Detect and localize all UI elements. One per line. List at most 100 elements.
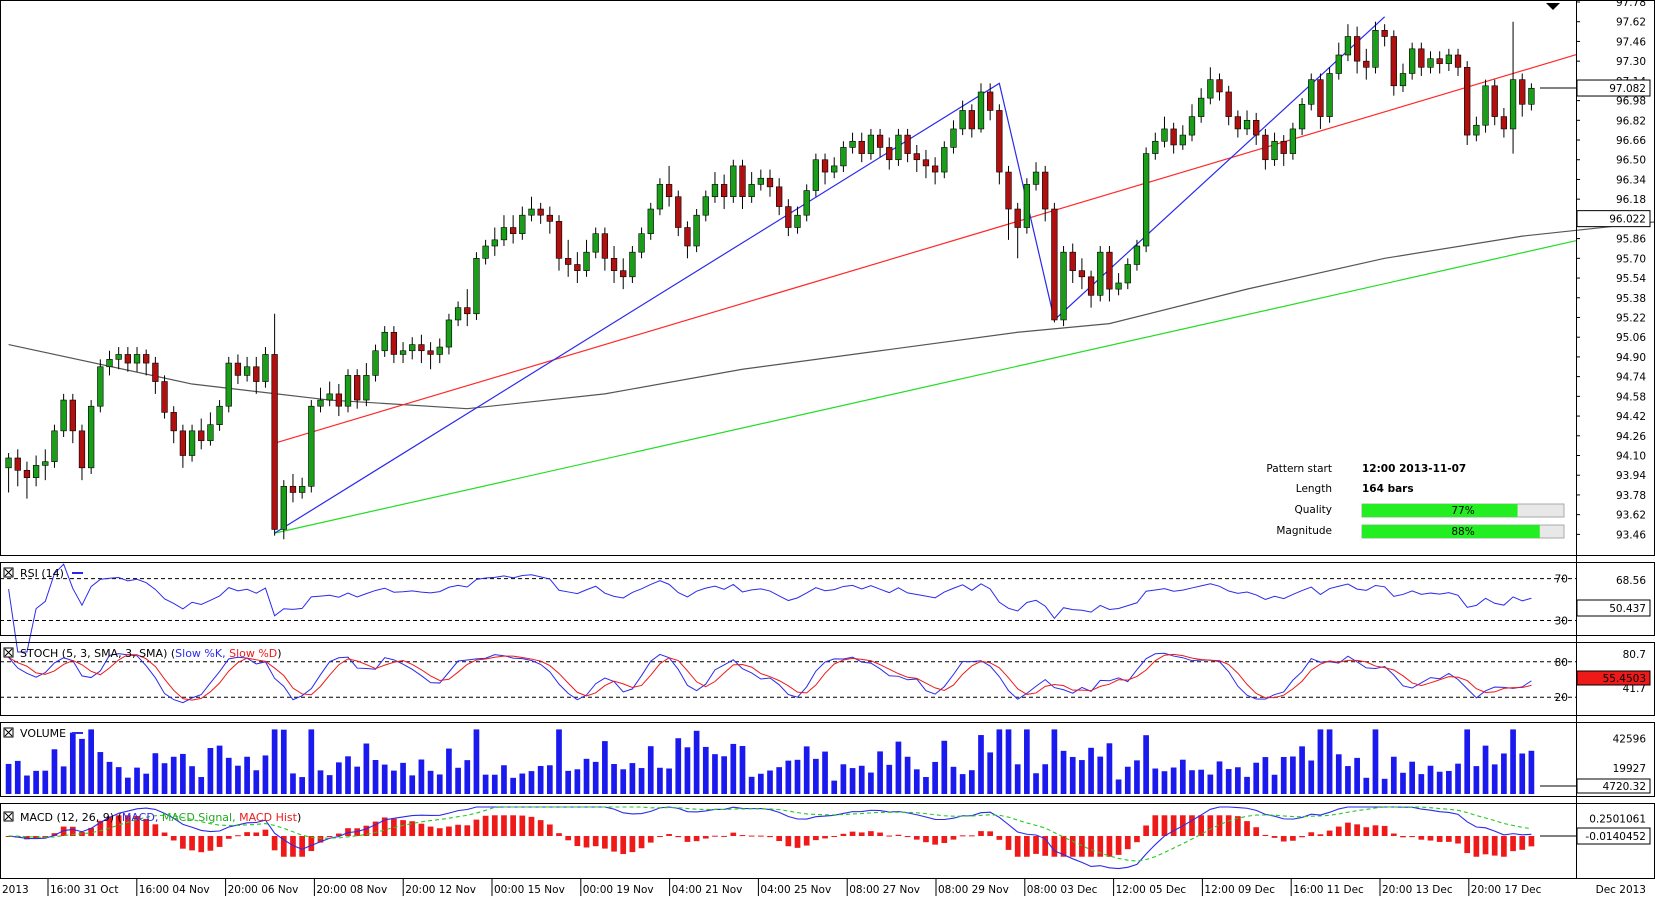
- macd-hist-bar: [1161, 815, 1168, 837]
- time-axis-label: 12:00 09 Dec: [1204, 884, 1275, 896]
- volume-bar: [1115, 779, 1122, 794]
- macd-hist-bar: [1372, 825, 1379, 837]
- macd-hist-bar: [33, 836, 39, 839]
- candle-body: [253, 366, 260, 382]
- volume-bar: [1189, 770, 1195, 794]
- stochastic-panel[interactable]: 80 20: [0, 652, 1576, 704]
- candle-body: [225, 362, 232, 407]
- macd-hist-bar: [702, 836, 709, 839]
- volume-bar: [849, 768, 856, 794]
- volume-bar: [794, 759, 801, 794]
- macd-hist-bar: [97, 820, 104, 837]
- candle-body: [1464, 67, 1471, 136]
- candle-body: [794, 214, 801, 228]
- candle-body: [757, 177, 764, 185]
- candle-body: [1216, 79, 1223, 93]
- candle-body: [601, 233, 609, 259]
- macd-hist-bar: [739, 835, 746, 837]
- time-axis-label: 16:00 31 Oct: [50, 884, 118, 896]
- macd-hist-bar: [684, 836, 691, 842]
- macd-hist-bar: [88, 827, 94, 837]
- macd-hist-bar: [290, 836, 296, 857]
- volume-bar: [519, 773, 526, 794]
- scroll-down-arrow-icon[interactable]: [1546, 3, 1560, 10]
- volume-bar: [1418, 774, 1425, 794]
- volume-bar: [1152, 768, 1159, 794]
- macd-panel[interactable]: [5, 806, 1576, 870]
- candle-body: [106, 359, 113, 368]
- volume-bar: [684, 747, 691, 794]
- candle-body: [161, 381, 168, 413]
- macd-hist-bar: [1069, 836, 1076, 857]
- candle-body: [665, 184, 673, 198]
- candle-body: [124, 354, 131, 364]
- volume-bar: [904, 756, 911, 794]
- macd-hist-bar: [1225, 815, 1232, 837]
- volume-bar: [418, 759, 425, 794]
- volume-bar: [79, 738, 85, 794]
- volume-bar: [583, 758, 590, 794]
- candle-body: [574, 264, 581, 271]
- candle-body: [583, 251, 590, 271]
- volume-bar: [60, 766, 67, 794]
- candle-body: [436, 346, 443, 355]
- candle-body: [51, 430, 58, 462]
- candle-body: [1271, 140, 1278, 161]
- macd-hist-bar: [583, 836, 590, 848]
- candle-body: [243, 366, 251, 376]
- volume-bar: [1390, 756, 1397, 794]
- candle-body: [188, 430, 196, 456]
- volume-bar: [978, 735, 984, 794]
- candle-body: [5, 457, 12, 469]
- macd-hist-bar: [1381, 825, 1388, 837]
- candle-body: [1280, 140, 1287, 154]
- candle-body: [968, 110, 975, 130]
- macd-hist-bar: [822, 836, 828, 839]
- volume-bar: [748, 776, 755, 794]
- macd-hist-bar: [1409, 836, 1415, 838]
- macd-hist-bar: [1051, 836, 1058, 857]
- volume-bar: [345, 756, 351, 794]
- macd-label: MACD,: [122, 811, 158, 824]
- volume-bar: [427, 770, 434, 794]
- candle-body: [317, 399, 324, 407]
- price-tick-label: 97.30: [1616, 56, 1646, 68]
- price-tick-label: 95.38: [1616, 293, 1646, 305]
- volume-panel[interactable]: [5, 729, 1576, 794]
- volume-bar: [1345, 766, 1351, 794]
- macd-hist-bar: [693, 836, 700, 842]
- macd-hist-bar: [161, 832, 168, 837]
- volume-bar: [767, 770, 773, 794]
- candle-body: [656, 184, 664, 210]
- macd-hist-bar: [1317, 834, 1324, 837]
- volume-bar: [611, 764, 617, 794]
- candle-body: [427, 350, 434, 355]
- stoch-k-line: [8, 652, 1532, 704]
- volume-bar: [1198, 769, 1205, 794]
- macd-current-box: [1576, 827, 1651, 845]
- volume-bar: [244, 756, 250, 794]
- volume-bar: [253, 770, 260, 794]
- candle-body: [170, 412, 177, 432]
- macd-hist-bar: [1106, 836, 1113, 857]
- candle-body: [996, 110, 1003, 173]
- macd-hist-bar: [1335, 826, 1342, 837]
- macd-hist-bar: [886, 835, 893, 837]
- volume-bar: [225, 757, 232, 794]
- volume-bar: [464, 760, 471, 794]
- macd-hist-bar: [629, 836, 636, 853]
- rsi-panel[interactable]: 70 30: [0, 563, 1576, 653]
- volume-bar: [14, 760, 21, 794]
- volume-bar: [1271, 774, 1278, 794]
- volume-bar: [491, 774, 498, 794]
- volume-bar: [932, 761, 938, 794]
- macd-hist-bar: [308, 836, 315, 852]
- candle-body: [207, 424, 214, 442]
- macd-hist-bar: [968, 835, 975, 837]
- volume-bar: [1225, 769, 1232, 794]
- macd-hist-bar: [574, 836, 581, 847]
- candle-body: [858, 140, 865, 154]
- volume-bar: [565, 770, 572, 794]
- macd-hist-bar: [235, 835, 241, 837]
- main-price-panel[interactable]: [5, 16, 1655, 540]
